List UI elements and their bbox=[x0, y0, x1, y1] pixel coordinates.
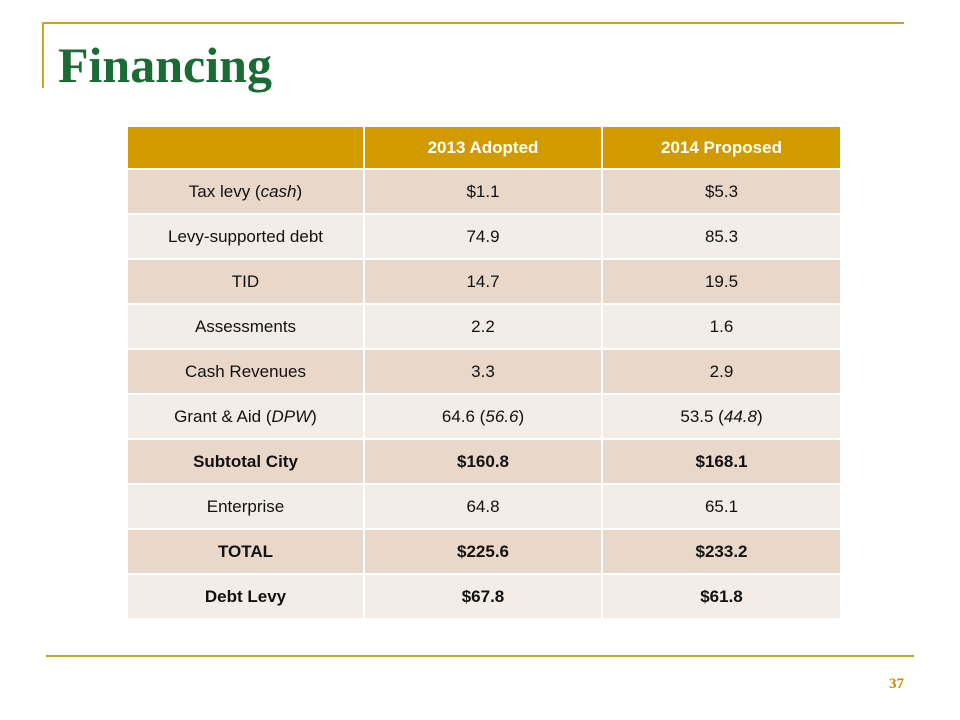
header-2013-adopted: 2013 Adopted bbox=[364, 127, 603, 170]
value-2013: 3.3 bbox=[364, 349, 603, 395]
table-row: Levy-supported debt 74.9 85.3 bbox=[128, 214, 840, 260]
value-2013: $160.8 bbox=[364, 439, 603, 485]
value-2013: 64.6 (56.6) bbox=[364, 394, 603, 440]
value-2013: 2.2 bbox=[364, 304, 603, 350]
row-label: Cash Revenues bbox=[128, 349, 365, 395]
value-2014: 53.5 (44.8) bbox=[602, 394, 840, 440]
value-2013: $1.1 bbox=[364, 169, 603, 215]
value-2013: 14.7 bbox=[364, 259, 603, 305]
row-label: Assessments bbox=[128, 304, 365, 350]
slide-title: Financing bbox=[58, 37, 272, 93]
row-label: Grant & Aid (DPW) bbox=[128, 394, 365, 440]
value-2014: $168.1 bbox=[602, 439, 840, 485]
financing-table: 2013 Adopted 2014 Proposed Tax levy (cas… bbox=[128, 127, 840, 620]
row-label: Subtotal City bbox=[128, 439, 365, 485]
row-label: TOTAL bbox=[128, 529, 365, 575]
table-row: Tax levy (cash) $1.1 $5.3 bbox=[128, 169, 840, 215]
table-row-debt-levy: Debt Levy $67.8 $61.8 bbox=[128, 574, 840, 620]
header-blank-cell bbox=[128, 127, 365, 170]
table-row: Cash Revenues 3.3 2.9 bbox=[128, 349, 840, 395]
value-2014: $5.3 bbox=[602, 169, 840, 215]
value-2014: 65.1 bbox=[602, 484, 840, 530]
table-row: Enterprise 64.8 65.1 bbox=[128, 484, 840, 530]
value-2014: 2.9 bbox=[602, 349, 840, 395]
page-number: 37 bbox=[889, 676, 904, 692]
table-row: Grant & Aid (DPW) 64.6 (56.6) 53.5 (44.8… bbox=[128, 394, 840, 440]
table-row-total: TOTAL $225.6 $233.2 bbox=[128, 529, 840, 575]
value-2014: 85.3 bbox=[602, 214, 840, 260]
row-label: TID bbox=[128, 259, 365, 305]
value-2014: 1.6 bbox=[602, 304, 840, 350]
left-accent-rule bbox=[42, 22, 44, 88]
value-2013: $67.8 bbox=[364, 574, 603, 620]
table-header-row: 2013 Adopted 2014 Proposed bbox=[128, 127, 840, 170]
row-label: Tax levy (cash) bbox=[128, 169, 365, 215]
bottom-accent-rule bbox=[46, 655, 914, 657]
value-2013: 74.9 bbox=[364, 214, 603, 260]
table-row-subtotal: Subtotal City $160.8 $168.1 bbox=[128, 439, 840, 485]
row-label: Debt Levy bbox=[128, 574, 365, 620]
header-2014-proposed: 2014 Proposed bbox=[602, 127, 840, 170]
top-accent-rule bbox=[42, 22, 904, 24]
value-2013: 64.8 bbox=[364, 484, 603, 530]
value-2014: 19.5 bbox=[602, 259, 840, 305]
table-row: Assessments 2.2 1.6 bbox=[128, 304, 840, 350]
row-label: Levy-supported debt bbox=[128, 214, 365, 260]
table-row: TID 14.7 19.5 bbox=[128, 259, 840, 305]
value-2014: $233.2 bbox=[602, 529, 840, 575]
row-label: Enterprise bbox=[128, 484, 365, 530]
value-2013: $225.6 bbox=[364, 529, 603, 575]
value-2014: $61.8 bbox=[602, 574, 840, 620]
